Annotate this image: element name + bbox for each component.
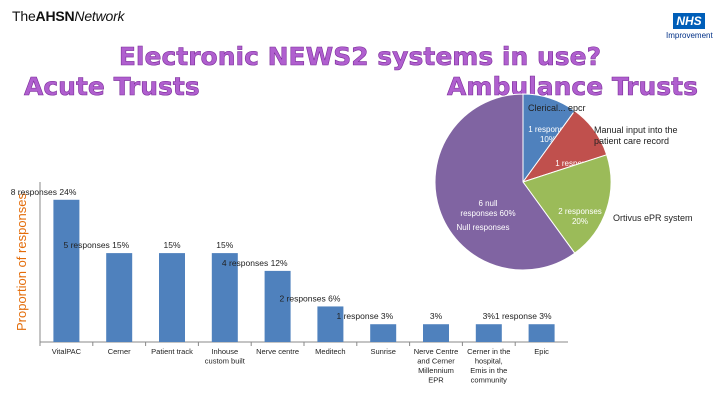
bar-data-label: 15% (216, 240, 233, 250)
x-tick-label: Epic (534, 347, 549, 356)
x-tick-label: EPR (428, 376, 444, 385)
bar-data-label: 8 responses 24% (11, 187, 77, 197)
bar-6 (370, 324, 397, 342)
x-tick-label: Sunrise (370, 347, 395, 356)
x-tick-label: Nerve Centre (414, 347, 459, 356)
bar-2 (159, 253, 185, 342)
bar-5 (317, 306, 344, 342)
pie-data-label: 10% (540, 135, 556, 144)
ambulance-trusts-heading: Ambulance Trusts (447, 72, 699, 102)
bar-data-label: 15% (163, 240, 180, 250)
bar-3 (211, 253, 238, 342)
nhs-badge: NHS (673, 13, 705, 29)
nhs-improvement-text: Improvement (666, 31, 713, 40)
x-tick-label: custom built (205, 357, 246, 366)
x-tick-label: hospital, (475, 357, 503, 366)
x-tick-label: VitalPAC (52, 347, 82, 356)
x-tick-label: Emis in the (470, 366, 507, 375)
pie-data-label: 20% (572, 217, 588, 226)
pie-data-label: 2 responses (558, 207, 602, 216)
pie-data-label: 6 null (478, 199, 497, 208)
acute-trusts-heading: Acute Trusts (24, 72, 200, 102)
nhs-improvement-logo: NHS Improvement (666, 12, 713, 40)
x-tick-label: community (471, 376, 508, 385)
x-tick-label: Patient track (151, 347, 193, 356)
x-tick-label: Inhouse (211, 347, 238, 356)
pie-data-label: 1 response (555, 159, 595, 168)
bar-7 (423, 324, 449, 342)
bar-1 (106, 253, 133, 342)
x-tick-label: and Cerner (417, 357, 455, 366)
y-axis-label: Proportion of responses (14, 192, 29, 331)
bar-data-label: 1 response 3% (495, 311, 552, 321)
x-tick-label: Meditech (315, 347, 345, 356)
bar-0 (53, 199, 80, 342)
pie-category-label: Ortivus ePR system (613, 213, 693, 223)
bar-4 (264, 270, 291, 342)
pie-data-label: responses 60% (460, 209, 515, 218)
pie-slice-3 (434, 93, 576, 271)
bar-data-label: 2 responses 6% (279, 293, 340, 303)
pie-category-label: Clerical... epcr (528, 103, 586, 113)
page-title: Electronic NEWS2 systems in use? (118, 42, 602, 72)
pie-slice-2 (522, 154, 612, 254)
pie-category-label: Null responses (457, 223, 510, 232)
pie-category-label: patient care record (594, 136, 669, 146)
pie-category-label: Manual input into the (594, 125, 678, 135)
x-tick-label: Millennium (418, 366, 454, 375)
bar-data-label: 3% (483, 311, 496, 321)
bar-data-label: 1 response 3% (336, 311, 393, 321)
bar-8 (475, 324, 502, 342)
x-tick-label: Nerve centre (256, 347, 299, 356)
x-tick-label: Cerner in the (467, 347, 510, 356)
ahsn-network-logo: TheAHSNNetwork (12, 8, 125, 24)
pie-data-label: 1 response (528, 125, 568, 134)
bar-data-label: 3% (430, 311, 443, 321)
bar-data-label: 4 responses 12% (222, 258, 288, 268)
bar-9 (528, 324, 555, 342)
x-tick-label: Cerner (108, 347, 131, 356)
bar-data-label: 5 responses 15% (64, 240, 130, 250)
